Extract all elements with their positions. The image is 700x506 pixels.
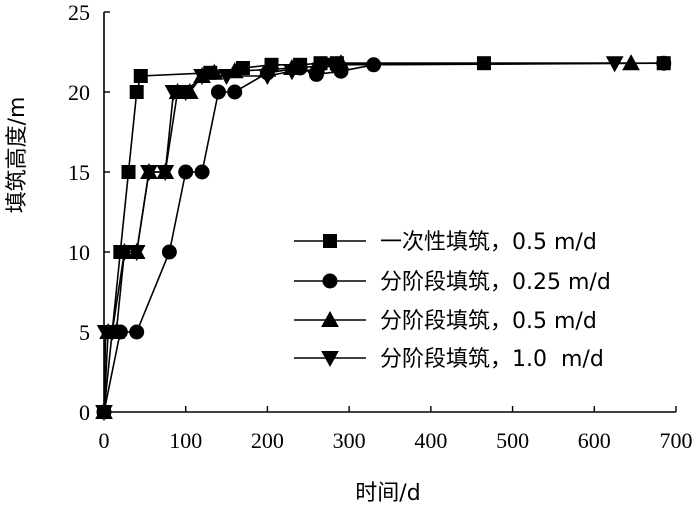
x-tick-label: 400: [414, 428, 447, 453]
y-tick-label: 15: [68, 160, 90, 185]
y-tick-label: 10: [68, 240, 90, 265]
data-point: [156, 165, 175, 182]
legend-label: 分阶段填筑，0.5 m/d: [380, 309, 597, 334]
x-tick-label: 300: [333, 428, 366, 453]
legend-entry-3: 分阶段填筑，0.5 m/d: [294, 309, 597, 334]
y-tick-label: 0: [79, 400, 90, 425]
x-tick-label: 500: [496, 428, 529, 453]
x-tick-label: 200: [251, 428, 284, 453]
y-axis-title: 填筑高度/m: [5, 97, 30, 214]
data-point: [129, 324, 145, 340]
data-point: [103, 325, 122, 342]
y-tick-label: 5: [79, 320, 90, 345]
data-point: [133, 69, 148, 83]
data-point: [227, 84, 243, 100]
x-tick-label: 100: [169, 428, 202, 453]
legend: 一次性填筑，0.5 m/d 分阶段填筑，0.25 m/d 分阶段填筑，0.5 m/d…: [294, 230, 611, 372]
data-point: [258, 69, 277, 86]
y-tick-label: 25: [68, 0, 90, 25]
legend-entry-2: 分阶段填筑，0.25 m/d: [294, 270, 611, 295]
data-point: [127, 245, 146, 262]
series-4: [95, 56, 624, 422]
data-point: [178, 164, 194, 180]
data-point: [283, 64, 301, 81]
y-tick-label: 20: [68, 80, 90, 105]
legend-label: 分阶段填筑，1.0 m/d: [380, 347, 604, 372]
data-point: [176, 85, 195, 102]
data-point: [210, 84, 226, 100]
data-point: [161, 244, 177, 260]
legend-label: 一次性填筑，0.5 m/d: [380, 230, 597, 255]
data-point: [656, 55, 672, 71]
data-point: [217, 69, 236, 86]
data-point: [121, 165, 136, 179]
data-point: [194, 164, 210, 180]
legend-marker: [321, 351, 339, 368]
x-axis-title: 时间/d: [355, 481, 420, 506]
legend-entry-4: 分阶段填筑，1.0 m/d: [294, 347, 604, 372]
legend-entry-1: 一次性填筑，0.5 m/d: [294, 230, 597, 255]
data-point: [323, 57, 342, 74]
data-point: [622, 54, 640, 71]
x-tick-label: 700: [660, 428, 693, 453]
data-point: [115, 245, 134, 262]
series-line: [103, 62, 615, 413]
legend-marker: [321, 310, 339, 327]
axes: [103, 12, 676, 413]
data-point: [95, 405, 113, 422]
legend-label: 分阶段填筑，0.25 m/d: [380, 270, 611, 295]
data-point: [140, 165, 158, 182]
x-tick-label: 600: [578, 428, 611, 453]
data-point: [605, 56, 624, 73]
data-point: [129, 85, 144, 99]
data-point: [164, 85, 183, 102]
axis-ticks: 0 100 200 300 400 500 600 700 0 5 10 15 20 25: [68, 0, 693, 453]
legend-marker: [322, 273, 338, 289]
data-series: [95, 54, 672, 422]
data-point: [311, 62, 330, 79]
data-point: [193, 69, 211, 86]
x-tick-label: 0: [99, 428, 110, 453]
legend-marker: [323, 234, 337, 248]
